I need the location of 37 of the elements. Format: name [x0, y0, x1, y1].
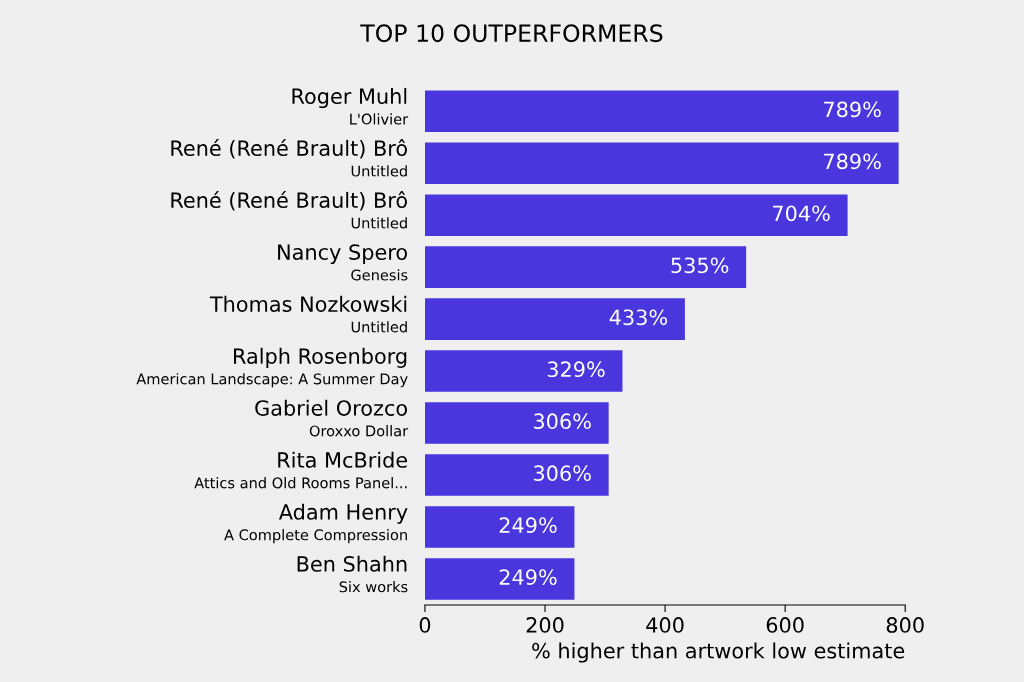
y-tick-label: Ralph Rosenborg American Landscape: A Summer Day [136, 347, 408, 388]
bar [424, 246, 747, 288]
bar [424, 454, 609, 496]
data-label: 329% [547, 361, 605, 378]
bar [424, 402, 609, 444]
y-tick-label: Rita McBride Attics and Old Rooms Panel... [194, 451, 408, 489]
data-label: 704% [773, 205, 830, 222]
x-tick-label: 0 [419, 617, 431, 633]
bar [424, 350, 623, 392]
y-tick-label: Adam Henry A Complete Compression [224, 503, 408, 544]
y-tick-label: René (René Brault) Brô Untitled [171, 139, 408, 177]
y-tick-label: Thomas Nozkowski Untitled [209, 295, 407, 333]
x-tick-label: 800 [886, 617, 924, 633]
data-label: 249% [499, 517, 557, 534]
data-label: 306% [534, 465, 591, 482]
x-tick-label: 200 [526, 617, 564, 633]
bar [424, 506, 575, 548]
data-label: 433% [609, 309, 668, 326]
bar [424, 194, 848, 236]
y-tick-label: René (René Brault) Brô Untitled [171, 191, 408, 229]
bar [424, 90, 899, 133]
data-label: 789% [824, 153, 881, 170]
data-label: 535% [671, 257, 729, 274]
x-tick-label: 400 [646, 617, 684, 633]
chart-title: TOP 10 OUTPERFORMERS [360, 24, 663, 43]
x-tick-label: 600 [766, 617, 804, 633]
y-tick-label: Ben Shahn Six works [297, 555, 408, 593]
y-tick-label: Nancy Spero Genesis [278, 244, 408, 281]
bar [424, 142, 899, 184]
bar [424, 298, 685, 340]
data-label: 249% [499, 569, 557, 585]
bar [424, 558, 575, 600]
x-axis-title: % higher than artwork low estimate [532, 642, 905, 663]
y-tick-label: Gabriel Orozco Oroxxo Dollar [255, 399, 409, 437]
data-label: 789% [824, 101, 881, 118]
data-label: 306% [534, 413, 591, 430]
y-tick-label: Roger Muhl L'Olivier [292, 87, 409, 125]
